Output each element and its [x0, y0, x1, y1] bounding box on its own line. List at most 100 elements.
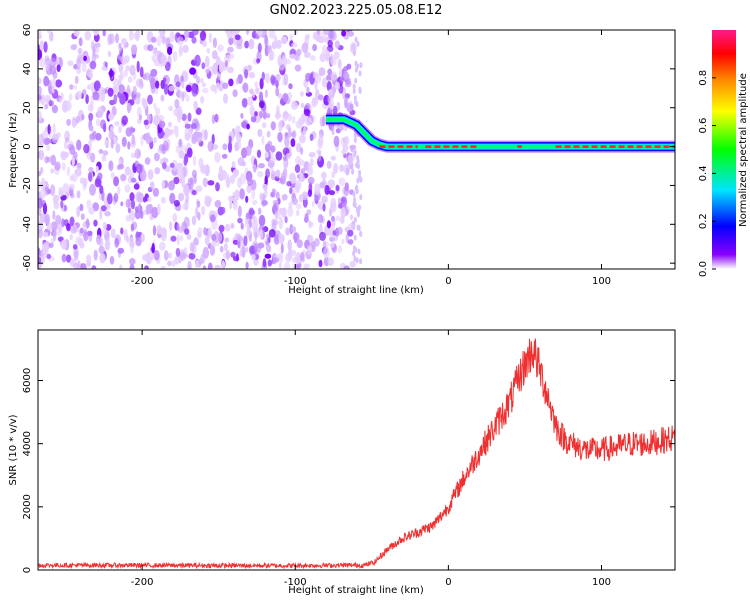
noise-speckle	[283, 158, 288, 171]
noise-speckle	[38, 149, 45, 161]
noise-speckle	[94, 53, 99, 59]
noise-speckle	[40, 248, 48, 259]
noise-speckle	[38, 197, 43, 209]
noise-speckle	[177, 36, 184, 46]
x-tick-label: 0	[445, 276, 451, 287]
noise-speckle	[159, 158, 163, 165]
noise-speckle	[338, 177, 346, 187]
noise-speckle	[270, 121, 276, 131]
noise-speckle	[167, 260, 172, 267]
noise-speckle	[152, 225, 157, 236]
noise-speckle	[88, 166, 94, 173]
noise-speckle	[118, 84, 125, 94]
noise-speckle	[254, 81, 259, 88]
noise-speckle	[321, 77, 328, 88]
noise-speckle	[288, 83, 293, 90]
noise-speckle	[81, 62, 87, 73]
noise-speckle	[346, 63, 352, 70]
noise-speckle	[338, 203, 343, 209]
noise-speckle	[353, 132, 357, 139]
noise-speckle	[333, 235, 339, 241]
noise-speckle	[39, 57, 46, 68]
noise-speckle	[334, 227, 339, 238]
noise-speckle	[182, 203, 189, 210]
noise-speckle	[327, 88, 334, 97]
noise-speckle	[63, 204, 67, 212]
noise-speckle	[51, 78, 56, 90]
colorbar-tick-label: 0.6	[698, 118, 709, 134]
noise-speckle	[322, 203, 326, 212]
noise-speckle	[183, 156, 188, 167]
noise-speckle	[70, 44, 77, 51]
noise-speckle	[77, 47, 83, 55]
noise-speckle	[214, 113, 219, 123]
noise-speckle	[85, 94, 89, 104]
noise-speckle	[138, 114, 143, 121]
noise-speckle	[172, 213, 178, 223]
noise-speckle	[262, 258, 267, 268]
colorbar-tick-label: 0.2	[698, 213, 709, 229]
noise-speckle	[352, 201, 356, 208]
noise-speckle	[257, 42, 262, 53]
noise-speckle	[230, 222, 235, 229]
noise-speckle	[306, 209, 312, 215]
noise-speckle	[179, 235, 184, 242]
noise-speckle	[237, 217, 243, 224]
noise-speckle	[67, 60, 74, 67]
noise-speckle	[353, 149, 357, 156]
noise-speckle	[209, 245, 216, 256]
noise-speckle	[287, 239, 292, 251]
noise-speckle	[97, 172, 103, 180]
noise-speckle	[47, 124, 51, 135]
noise-speckle	[113, 192, 119, 203]
noise-speckle	[140, 233, 145, 243]
noise-speckle	[44, 55, 49, 62]
noise-speckle	[82, 178, 87, 191]
noise-speckle	[335, 215, 340, 222]
noise-speckle	[195, 185, 203, 192]
noise-speckle	[163, 250, 169, 261]
noise-speckle	[99, 253, 106, 264]
noise-speckle	[139, 78, 144, 87]
noise-speckle	[201, 62, 206, 70]
noise-speckle	[38, 48, 43, 61]
noise-speckle	[177, 88, 181, 99]
x-tick-label: 0	[445, 577, 451, 588]
noise-speckle	[121, 37, 127, 45]
noise-speckle	[78, 37, 83, 47]
noise-speckle	[312, 44, 317, 52]
noise-speckle	[79, 203, 84, 212]
snr-y-ticks: 0 2000 4000 6000	[22, 368, 675, 573]
noise-speckle	[347, 30, 355, 37]
y-tick-label: -20	[22, 177, 33, 193]
y-tick-label: 0	[22, 567, 33, 573]
noise-speckle	[104, 61, 108, 68]
noise-speckle	[207, 180, 215, 186]
noise-speckle	[199, 77, 204, 84]
noise-speckle	[52, 210, 56, 220]
noise-speckle	[155, 80, 160, 89]
noise-speckle	[66, 118, 71, 126]
noise-speckle	[38, 85, 42, 97]
noise-speckle	[246, 30, 250, 35]
noise-speckle	[73, 151, 78, 159]
noise-speckle	[128, 236, 134, 247]
noise-speckle	[124, 55, 130, 63]
noise-speckle	[93, 249, 98, 261]
noise-speckle	[303, 125, 307, 136]
noise-speckle	[181, 175, 185, 188]
noise-speckle	[167, 46, 173, 55]
noise-speckle	[303, 108, 311, 117]
noise-speckle	[209, 214, 216, 223]
noise-speckle	[284, 216, 288, 224]
noise-speckle	[145, 132, 151, 145]
noise-speckle	[217, 206, 224, 216]
noise-speckle	[314, 79, 318, 91]
noise-speckle	[161, 180, 165, 190]
noise-speckle	[38, 77, 42, 85]
noise-speckle	[204, 55, 210, 68]
noise-speckle	[237, 140, 242, 150]
noise-speckle	[104, 139, 110, 147]
noise-speckle	[352, 88, 356, 94]
noise-speckle	[118, 42, 122, 49]
